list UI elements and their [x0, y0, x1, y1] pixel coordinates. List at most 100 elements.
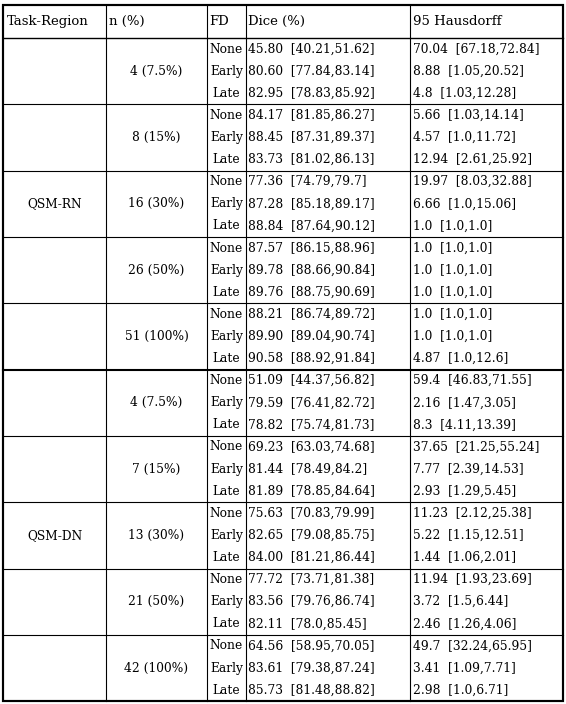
- Text: 82.95  [78.83,85.92]: 82.95 [78.83,85.92]: [248, 87, 375, 100]
- Text: Late: Late: [213, 153, 240, 166]
- Text: 4.57  [1.0,11.72]: 4.57 [1.0,11.72]: [413, 131, 516, 144]
- Text: 3.41  [1.09,7.71]: 3.41 [1.09,7.71]: [413, 662, 516, 674]
- Text: 4.8  [1.03,12.28]: 4.8 [1.03,12.28]: [413, 87, 516, 100]
- Text: 78.82  [75.74,81.73]: 78.82 [75.74,81.73]: [248, 418, 375, 432]
- Text: 6.66  [1.0,15.06]: 6.66 [1.0,15.06]: [413, 197, 516, 210]
- Text: 2.93  [1.29,5.45]: 2.93 [1.29,5.45]: [413, 484, 516, 498]
- Text: 88.21  [86.74,89.72]: 88.21 [86.74,89.72]: [248, 308, 375, 321]
- Text: Early: Early: [210, 463, 243, 476]
- Text: Early: Early: [210, 65, 243, 77]
- Text: 8 (15%): 8 (15%): [132, 131, 181, 144]
- Text: 80.60  [77.84,83.14]: 80.60 [77.84,83.14]: [248, 65, 375, 77]
- Text: 2.46  [1.26,4.06]: 2.46 [1.26,4.06]: [413, 617, 516, 630]
- Text: None: None: [210, 375, 243, 387]
- Text: 45.80  [40.21,51.62]: 45.80 [40.21,51.62]: [248, 43, 375, 56]
- Text: 84.00  [81.21,86.44]: 84.00 [81.21,86.44]: [248, 551, 375, 564]
- Text: 5.22  [1.15,12.51]: 5.22 [1.15,12.51]: [413, 529, 523, 542]
- Text: 87.57  [86.15,88.96]: 87.57 [86.15,88.96]: [248, 241, 375, 255]
- Text: Late: Late: [213, 220, 240, 232]
- Text: 64.56  [58.95,70.05]: 64.56 [58.95,70.05]: [248, 639, 375, 653]
- Text: None: None: [210, 639, 243, 653]
- Text: 4 (7.5%): 4 (7.5%): [130, 65, 183, 77]
- Text: 83.73  [81.02,86.13]: 83.73 [81.02,86.13]: [248, 153, 375, 166]
- Text: 88.84  [87.64,90.12]: 88.84 [87.64,90.12]: [248, 220, 375, 232]
- Text: 84.17  [81.85,86.27]: 84.17 [81.85,86.27]: [248, 109, 375, 122]
- Text: 19.97  [8.03,32.88]: 19.97 [8.03,32.88]: [413, 175, 531, 188]
- Text: 4 (7.5%): 4 (7.5%): [130, 396, 183, 409]
- Text: None: None: [210, 109, 243, 122]
- Text: 59.4  [46.83,71.55]: 59.4 [46.83,71.55]: [413, 375, 531, 387]
- Text: None: None: [210, 308, 243, 321]
- Text: n (%): n (%): [109, 15, 145, 28]
- Text: Task-Region: Task-Region: [7, 15, 89, 28]
- Text: 88.45  [87.31,89.37]: 88.45 [87.31,89.37]: [248, 131, 375, 144]
- Text: 81.89  [78.85,84.64]: 81.89 [78.85,84.64]: [248, 484, 375, 498]
- Text: 7 (15%): 7 (15%): [132, 463, 181, 476]
- Text: 5.66  [1.03,14.14]: 5.66 [1.03,14.14]: [413, 109, 524, 122]
- Text: 83.61  [79.38,87.24]: 83.61 [79.38,87.24]: [248, 662, 375, 674]
- Text: 89.78  [88.66,90.84]: 89.78 [88.66,90.84]: [248, 264, 375, 277]
- Text: 70.04  [67.18,72.84]: 70.04 [67.18,72.84]: [413, 43, 539, 56]
- Text: 42 (100%): 42 (100%): [125, 662, 188, 674]
- Text: 13 (30%): 13 (30%): [128, 529, 185, 542]
- Text: 82.11  [78.0,85.45]: 82.11 [78.0,85.45]: [248, 617, 367, 630]
- Text: 21 (50%): 21 (50%): [128, 595, 185, 608]
- Text: 1.0  [1.0,1.0]: 1.0 [1.0,1.0]: [413, 330, 492, 343]
- Text: Early: Early: [210, 264, 243, 277]
- Text: Dice (%): Dice (%): [248, 15, 306, 28]
- Text: Late: Late: [213, 286, 240, 298]
- Text: Early: Early: [210, 529, 243, 542]
- Text: 81.44  [78.49,84.2]: 81.44 [78.49,84.2]: [248, 463, 367, 476]
- Text: Early: Early: [210, 662, 243, 674]
- Text: 75.63  [70.83,79.99]: 75.63 [70.83,79.99]: [248, 507, 375, 520]
- Text: 87.28  [85.18,89.17]: 87.28 [85.18,89.17]: [248, 197, 375, 210]
- Text: 26 (50%): 26 (50%): [128, 264, 185, 277]
- Text: 3.72  [1.5,6.44]: 3.72 [1.5,6.44]: [413, 595, 508, 608]
- Text: 4.87  [1.0,12.6]: 4.87 [1.0,12.6]: [413, 352, 508, 365]
- Text: None: None: [210, 43, 243, 56]
- Text: 82.65  [79.08,85.75]: 82.65 [79.08,85.75]: [248, 529, 375, 542]
- Text: 69.23  [63.03,74.68]: 69.23 [63.03,74.68]: [248, 441, 375, 453]
- Text: Early: Early: [210, 396, 243, 409]
- Text: 1.0  [1.0,1.0]: 1.0 [1.0,1.0]: [413, 264, 492, 277]
- Text: Early: Early: [210, 197, 243, 210]
- Text: 95 Hausdorff: 95 Hausdorff: [413, 15, 501, 28]
- Text: 1.0  [1.0,1.0]: 1.0 [1.0,1.0]: [413, 220, 492, 232]
- Text: Late: Late: [213, 484, 240, 498]
- Text: 79.59  [76.41,82.72]: 79.59 [76.41,82.72]: [248, 396, 375, 409]
- Text: Late: Late: [213, 418, 240, 432]
- Text: 49.7  [32.24,65.95]: 49.7 [32.24,65.95]: [413, 639, 531, 653]
- Text: 11.23  [2.12,25.38]: 11.23 [2.12,25.38]: [413, 507, 531, 520]
- Text: 1.0  [1.0,1.0]: 1.0 [1.0,1.0]: [413, 308, 492, 321]
- Text: 89.90  [89.04,90.74]: 89.90 [89.04,90.74]: [248, 330, 375, 343]
- Text: Late: Late: [213, 87, 240, 100]
- Text: Early: Early: [210, 595, 243, 608]
- Text: Late: Late: [213, 551, 240, 564]
- Text: 77.72  [73.71,81.38]: 77.72 [73.71,81.38]: [248, 573, 375, 586]
- Text: Early: Early: [210, 330, 243, 343]
- Text: Late: Late: [213, 352, 240, 365]
- Text: 16 (30%): 16 (30%): [128, 197, 185, 210]
- Text: 85.73  [81.48,88.82]: 85.73 [81.48,88.82]: [248, 684, 375, 697]
- Text: 37.65  [21.25,55.24]: 37.65 [21.25,55.24]: [413, 441, 539, 453]
- Text: 7.77  [2.39,14.53]: 7.77 [2.39,14.53]: [413, 463, 523, 476]
- Text: 8.3  [4.11,13.39]: 8.3 [4.11,13.39]: [413, 418, 516, 432]
- Text: Late: Late: [213, 684, 240, 697]
- Text: 2.16  [1.47,3.05]: 2.16 [1.47,3.05]: [413, 396, 516, 409]
- Text: 51.09  [44.37,56.82]: 51.09 [44.37,56.82]: [248, 375, 375, 387]
- Text: 51 (100%): 51 (100%): [125, 330, 188, 343]
- Text: None: None: [210, 573, 243, 586]
- Text: QSM-RN: QSM-RN: [27, 197, 82, 210]
- Text: QSM-DN: QSM-DN: [27, 529, 82, 542]
- Text: None: None: [210, 507, 243, 520]
- Text: None: None: [210, 441, 243, 453]
- Text: 83.56  [79.76,86.74]: 83.56 [79.76,86.74]: [248, 595, 375, 608]
- Text: 77.36  [74.79,79.7]: 77.36 [74.79,79.7]: [248, 175, 367, 188]
- Text: None: None: [210, 175, 243, 188]
- Text: 1.0  [1.0,1.0]: 1.0 [1.0,1.0]: [413, 286, 492, 298]
- Text: 1.0  [1.0,1.0]: 1.0 [1.0,1.0]: [413, 241, 492, 255]
- Text: 2.98  [1.0,6.71]: 2.98 [1.0,6.71]: [413, 684, 508, 697]
- Text: None: None: [210, 241, 243, 255]
- Text: Early: Early: [210, 131, 243, 144]
- Text: 12.94  [2.61,25.92]: 12.94 [2.61,25.92]: [413, 153, 531, 166]
